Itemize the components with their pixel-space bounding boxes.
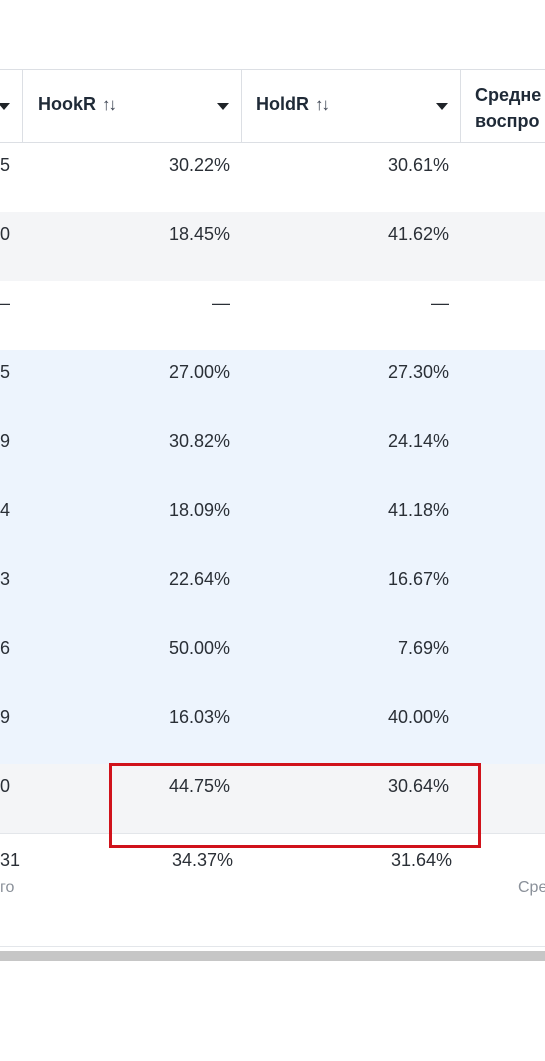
- cell-holdr: 40.00%: [387, 707, 449, 727]
- table-row[interactable]: 4 18.09% 41.18%: [0, 488, 545, 557]
- cell-partial: 3: [0, 569, 11, 589]
- cell-hookr: 50.00%: [168, 638, 230, 658]
- cell-hookr: 44.75%: [168, 776, 230, 796]
- column-menu-caret-icon[interactable]: [217, 103, 229, 110]
- cell-hookr: —: [212, 293, 230, 313]
- cell-partial: 5: [0, 155, 11, 175]
- cell-hookr: 16.03%: [168, 707, 230, 727]
- table-row[interactable]: – — —: [0, 281, 545, 350]
- table-row[interactable]: 5 30.22% 30.61%: [0, 143, 545, 212]
- summary-cell-partial: 31: [0, 850, 21, 870]
- summary-sub-label-next: Сре: [518, 879, 545, 896]
- horizontal-scrollbar[interactable]: [0, 951, 545, 961]
- table-body: 5 30.22% 30.61% 0 18.45% 41.62% – — — 5 27.00% 27.3…: [0, 143, 545, 833]
- cell-hookr: 27.00%: [168, 362, 230, 382]
- column-menu-caret-icon[interactable]: [436, 103, 448, 110]
- table-row[interactable]: 6 50.00% 7.69%: [0, 626, 545, 695]
- cell-partial: 9: [0, 431, 11, 451]
- table-row[interactable]: 3 22.64% 16.67%: [0, 557, 545, 626]
- sort-icon[interactable]: ↑↓: [102, 95, 117, 114]
- cell-hookr: 18.09%: [168, 500, 230, 520]
- cell-holdr: 41.62%: [387, 224, 449, 244]
- summary-cell-holdr: 31.64%: [390, 850, 452, 870]
- column-header-next-label[interactable]: Средне воспро: [475, 85, 542, 131]
- table-summary-row: 31 го 34.37% 31.64% Сре: [0, 833, 545, 947]
- column-header-hookr[interactable]: HookR ↑↓: [22, 70, 242, 142]
- column-header-next[interactable]: Средне воспро: [460, 70, 545, 142]
- cell-holdr: 30.61%: [387, 155, 449, 175]
- cell-hookr: 30.22%: [168, 155, 230, 175]
- cell-holdr: 27.30%: [387, 362, 449, 382]
- cell-partial: 4: [0, 500, 11, 520]
- table-row[interactable]: 9 16.03% 40.00%: [0, 695, 545, 764]
- column-header-holdr-label[interactable]: HoldR ↑↓: [256, 94, 330, 114]
- cell-holdr: 41.18%: [387, 500, 449, 520]
- cell-holdr: 16.67%: [387, 569, 449, 589]
- sort-icon[interactable]: ↑↓: [315, 95, 330, 114]
- column-header-partial[interactable]: [0, 70, 23, 142]
- table-row[interactable]: 9 30.82% 24.14%: [0, 419, 545, 488]
- cell-holdr: 24.14%: [387, 431, 449, 451]
- cell-hookr: 18.45%: [168, 224, 230, 244]
- summary-cell-hookr: 34.37%: [171, 850, 233, 870]
- table-row[interactable]: 5 27.00% 27.30%: [0, 350, 545, 419]
- cell-partial: 0: [0, 224, 11, 244]
- data-table: HookR ↑↓ HoldR ↑↓ Средне воспро 5 30.22% 30.6…: [0, 69, 545, 947]
- cell-holdr: —: [431, 293, 449, 313]
- column-menu-caret-icon[interactable]: [0, 103, 10, 110]
- table-row[interactable]: 0 18.45% 41.62%: [0, 212, 545, 281]
- table-row[interactable]: 0 44.75% 30.64%: [0, 764, 545, 833]
- cell-holdr: 30.64%: [387, 776, 449, 796]
- column-header-hookr-label[interactable]: HookR ↑↓: [38, 94, 117, 114]
- cell-holdr: 7.69%: [397, 638, 449, 658]
- cell-partial: 5: [0, 362, 11, 382]
- table-header-row: HookR ↑↓ HoldR ↑↓ Средне воспро: [0, 69, 545, 143]
- column-header-holdr[interactable]: HoldR ↑↓: [241, 70, 461, 142]
- cell-partial: –: [0, 293, 11, 313]
- cell-partial: 0: [0, 776, 11, 796]
- cell-partial: 9: [0, 707, 11, 727]
- summary-sub-label-partial: го: [0, 879, 15, 896]
- cell-hookr: 22.64%: [168, 569, 230, 589]
- cell-hookr: 30.82%: [168, 431, 230, 451]
- cell-partial: 6: [0, 638, 11, 658]
